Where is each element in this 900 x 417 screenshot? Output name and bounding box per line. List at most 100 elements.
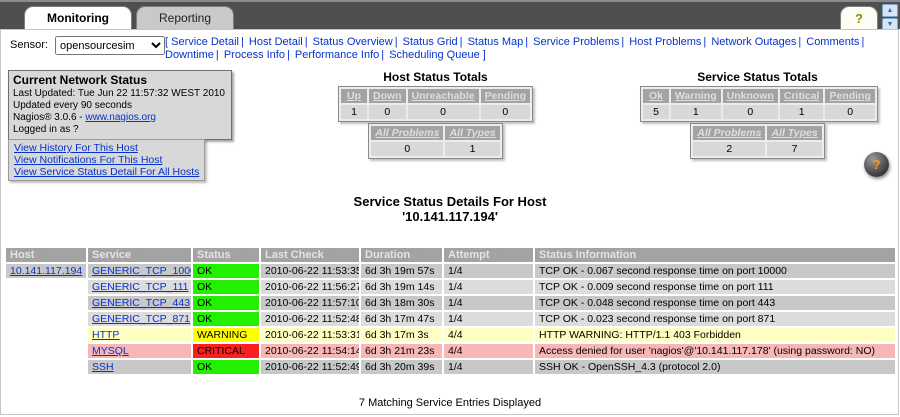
host-totals-header-pending-link[interactable]: Pending	[484, 90, 527, 102]
host-totals-header-all-problems[interactable]: All Problems	[371, 126, 444, 140]
attempt-cell: 4/4	[444, 328, 533, 342]
tab-bar: Monitoring Reporting ? ▲ ▼	[0, 0, 900, 31]
host-totals-header-up-link[interactable]: Up	[346, 90, 361, 102]
last-check-cell: 2010-06-22 11:57:10	[261, 296, 359, 310]
status-badge: OK	[193, 280, 259, 294]
host-totals-header-unreachable-link[interactable]: Unreachable	[411, 90, 475, 102]
sort-descending-icon[interactable]: ↓	[42, 250, 48, 261]
sort-ascending-icon[interactable]: ↑	[233, 250, 239, 261]
last-check-cell: 2010-06-22 11:52:48	[261, 312, 359, 326]
question-mark-icon: ?	[872, 157, 881, 172]
status-information-cell: TCP OK - 0.009 second response time on p…	[535, 280, 895, 294]
attempt-cell: 1/4	[444, 264, 533, 278]
sort-ascending-icon[interactable]: ↑	[413, 250, 419, 261]
service-link[interactable]: GENERIC_TCP_111	[92, 281, 189, 293]
host-totals-header-all-types[interactable]: All Types	[445, 126, 500, 140]
nav-link-service-problems[interactable]: Service Problems	[533, 36, 620, 48]
sort-descending-icon[interactable]: ↓	[238, 250, 244, 261]
help-tab[interactable]: ?	[840, 6, 878, 29]
service-link[interactable]: GENERIC_TCP_443	[92, 297, 191, 309]
table-row: 10.141.117.194 GENERIC_TCP_10000 OK 2010…	[6, 264, 895, 278]
service-totals-header-pending[interactable]: Pending	[825, 89, 875, 103]
host-totals-header-unreachable[interactable]: Unreachable	[407, 89, 479, 103]
service-totals-header-all-problems-link[interactable]: All Problems	[697, 127, 762, 139]
view-notifications-link[interactable]: View Notifications For This Host	[14, 154, 163, 166]
service-link[interactable]: SSH	[92, 361, 114, 373]
service-totals-value-unknown: 0	[722, 105, 778, 119]
service-totals-header-all-problems[interactable]: All Problems	[693, 126, 766, 140]
duration-cell: 6d 3h 17m 3s	[361, 328, 442, 342]
host-totals-header-down-link[interactable]: Down	[372, 90, 402, 102]
host-link[interactable]: 10.141.117.194	[10, 265, 83, 277]
nav-link-network-outages[interactable]: Network Outages	[711, 36, 797, 48]
page-title: Service Status Details For Host '10.141.…	[0, 194, 900, 224]
sort-descending-icon[interactable]: ↓	[497, 250, 503, 261]
nagios-org-link[interactable]: www.nagios.org	[85, 112, 156, 123]
tab-monitoring[interactable]: Monitoring	[24, 6, 132, 29]
service-totals-header-ok-link[interactable]: Ok	[648, 90, 663, 102]
column-header-host: Host ↑↓	[6, 248, 86, 262]
host-totals-header-all-problems-link[interactable]: All Problems	[375, 127, 440, 139]
service-totals-header-ok[interactable]: Ok	[643, 89, 669, 103]
service-link[interactable]: HTTP	[92, 329, 120, 341]
nav-link-downtime[interactable]: Downtime	[165, 49, 214, 61]
nav-separator: |	[525, 36, 529, 48]
nav-link-comments[interactable]: Comments	[806, 36, 860, 48]
duration-cell: 6d 3h 21m 23s	[361, 344, 442, 358]
service-totals-header-warning[interactable]: Warning	[671, 89, 721, 103]
sort-ascending-icon[interactable]: ↑	[492, 250, 498, 261]
host-totals-header-up[interactable]: Up	[340, 89, 367, 103]
nav-separator: |	[240, 36, 244, 48]
service-link[interactable]: MYSQL	[92, 345, 129, 357]
host-totals-table: Up Down Unreachable Pending 1 0 0 0	[337, 86, 534, 122]
service-totals-header-unknown[interactable]: Unknown	[722, 89, 778, 103]
nav-separator: |	[798, 36, 802, 48]
sort-ascending-icon[interactable]: ↑	[326, 250, 332, 261]
host-totals-header-down[interactable]: Down	[368, 89, 406, 103]
nav-separator: |	[286, 49, 290, 61]
help-button[interactable]: ?	[864, 152, 889, 177]
service-totals-header-critical-link[interactable]: Critical	[783, 90, 820, 102]
sort-descending-icon[interactable]: ↓	[331, 250, 337, 261]
chevron-up-button[interactable]: ▲	[882, 4, 898, 17]
status-information-cell: TCP OK - 0.023 second response time on p…	[535, 312, 895, 326]
status-badge: OK	[193, 264, 259, 278]
nav-link-scheduling-queue[interactable]: Scheduling Queue	[389, 49, 480, 61]
service-totals-header-all-types[interactable]: All Types	[767, 126, 822, 140]
sort-descending-icon[interactable]: ↓	[418, 250, 424, 261]
view-service-status-link[interactable]: View Service Status Detail For All Hosts	[14, 166, 200, 178]
status-badge: OK	[193, 360, 259, 374]
nav-link-service-detail[interactable]: Service Detail	[171, 36, 239, 48]
duration-cell: 6d 3h 20m 39s	[361, 360, 442, 374]
nav-link-status-overview[interactable]: Status Overview	[312, 36, 393, 48]
nav-link-status-grid[interactable]: Status Grid	[402, 36, 458, 48]
nav-link-host-detail[interactable]: Host Detail	[248, 36, 303, 48]
table-row: GENERIC_TCP_111 OK 2010-06-22 11:56:27 6…	[6, 280, 895, 294]
view-history-link[interactable]: View History For This Host	[14, 142, 138, 154]
sort-ascending-icon[interactable]: ↑	[37, 250, 43, 261]
tab-reporting[interactable]: Reporting	[136, 6, 235, 29]
sensor-select[interactable]: opensourcesim	[55, 36, 165, 55]
nav-link-status-map[interactable]: Status Map	[467, 36, 524, 48]
host-totals-header-all-types-link[interactable]: All Types	[449, 127, 496, 139]
service-link[interactable]: GENERIC_TCP_10000	[92, 265, 191, 277]
nav-separator: |	[621, 36, 625, 48]
sort-descending-icon[interactable]: ↓	[139, 250, 145, 261]
service-totals-header-warning-link[interactable]: Warning	[675, 90, 717, 102]
service-totals-header-pending-link[interactable]: Pending	[829, 90, 871, 102]
nav-link-performance-info[interactable]: Performance Info	[294, 49, 380, 61]
host-totals-header-pending[interactable]: Pending	[480, 89, 531, 103]
service-status-totals: Service Status Totals Ok Warning Unknown…	[640, 70, 878, 159]
service-totals-header-all-types-link[interactable]: All Types	[771, 127, 818, 139]
nav-link-process-info[interactable]: Process Info	[223, 49, 285, 61]
logged-in-text: Logged in as ?	[13, 124, 79, 135]
service-totals-header-unknown-link[interactable]: Unknown	[726, 90, 774, 102]
service-link[interactable]: GENERIC_TCP_871	[92, 313, 191, 325]
table-header-row: Host ↑↓ Service ↑↓ Status ↑↓ Last Check …	[6, 248, 895, 262]
last-check-cell: 2010-06-22 11:54:14	[261, 344, 359, 358]
nav-link-host-problems[interactable]: Host Problems	[629, 36, 702, 48]
service-cell: MYSQL	[88, 344, 191, 358]
service-totals-header-critical[interactable]: Critical	[779, 89, 824, 103]
sort-ascending-icon[interactable]: ↑	[134, 250, 140, 261]
